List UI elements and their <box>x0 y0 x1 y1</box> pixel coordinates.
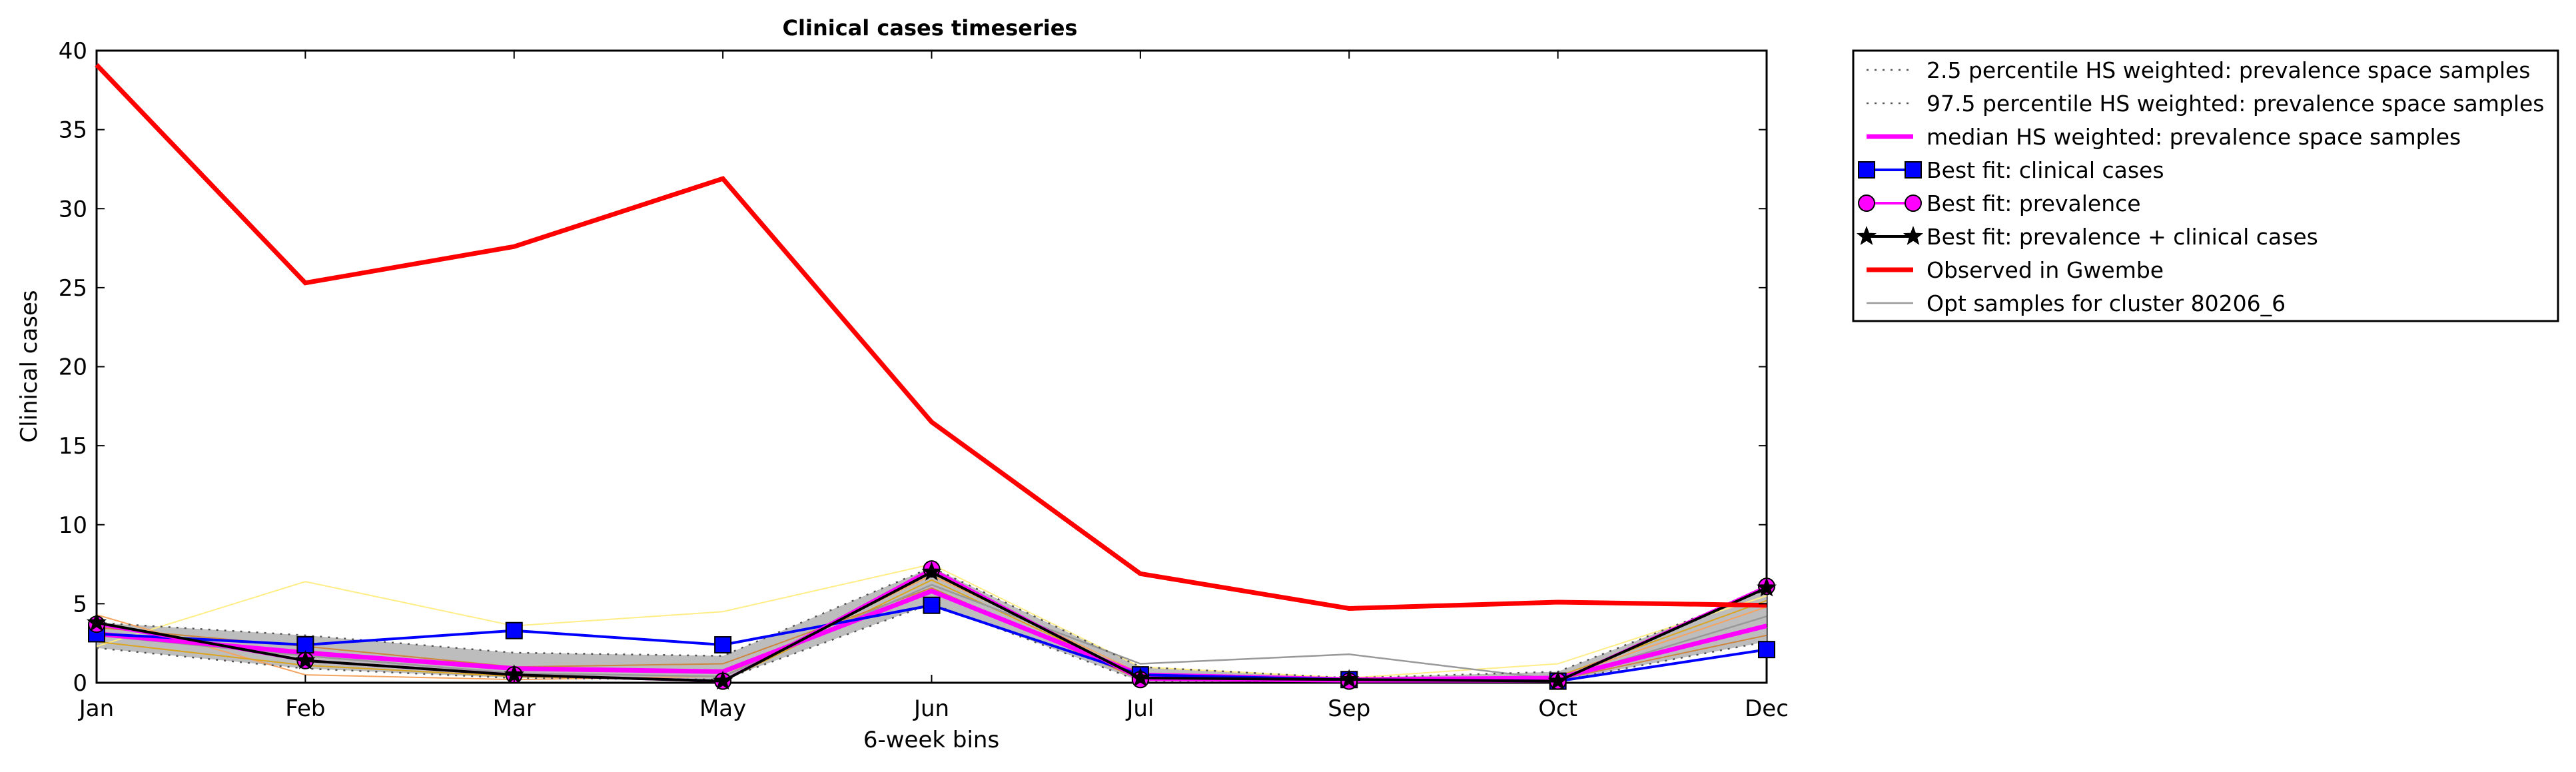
x-tick-label: Sep <box>1328 695 1370 722</box>
x-axis: Jan Feb Mar May Jun Jul Sep Oct Dec <box>78 51 1789 722</box>
data-point <box>1903 226 1924 245</box>
series-line <box>95 63 1767 611</box>
series-7 <box>96 583 1767 681</box>
data-point <box>1756 577 1777 597</box>
legend-entry: 2.5 percentile HS weighted: prevalence s… <box>1867 57 2531 83</box>
legend-label: 97.5 percentile HS weighted: prevalence … <box>1927 91 2545 117</box>
data-point <box>923 596 941 614</box>
legend-frame <box>1852 49 2559 322</box>
data-point <box>1905 194 1922 212</box>
data-point <box>295 649 316 669</box>
x-tick-label: May <box>699 695 746 722</box>
x-tick-label: Jun <box>913 695 949 722</box>
legend-entry: 97.5 percentile HS weighted: prevalence … <box>1867 91 2545 117</box>
series-6 <box>95 63 1767 611</box>
legend-label: Best fit: prevalence <box>1927 191 2141 216</box>
x-tick-label: Feb <box>285 695 325 722</box>
x-axis-label: 6-week bins <box>863 727 999 753</box>
y-tick-label: 15 <box>59 433 87 460</box>
legend-label: Best fit: prevalence + clinical cases <box>1927 224 2318 250</box>
data-point <box>86 612 107 631</box>
y-tick-label: 20 <box>59 354 87 381</box>
y-axis-label: Clinical cases <box>16 290 43 442</box>
data-point <box>1905 161 1922 179</box>
data-point <box>1856 226 1877 245</box>
legend-label: Observed in Gwembe <box>1927 257 2164 283</box>
legend-label: Best fit: clinical cases <box>1927 157 2164 183</box>
percentile-band-fill <box>97 567 1767 681</box>
x-tick-label: Mar <box>493 695 536 722</box>
series-layer <box>86 63 1777 690</box>
x-tick-label: Jan <box>78 695 114 722</box>
legend-label: Opt samples for cluster 80206_6 <box>1927 290 2286 316</box>
x-tick-label: Jul <box>1125 695 1154 722</box>
y-tick-label: 10 <box>59 512 87 539</box>
legend-entry: Observed in Gwembe <box>1867 257 2164 283</box>
legend: 2.5 percentile HS weighted: prevalence s… <box>1852 49 2559 322</box>
y-tick-label: 40 <box>59 38 87 65</box>
chart-title: Clinical cases timeseries <box>783 15 1078 41</box>
data-point <box>1858 161 1875 179</box>
plot-area <box>86 49 1777 690</box>
data-point <box>714 636 732 654</box>
data-point <box>1858 194 1875 212</box>
y-tick-label: 30 <box>59 196 87 222</box>
legend-entry: Opt samples for cluster 80206_6 <box>1867 290 2286 316</box>
legend-entry: Best fit: prevalence <box>1858 191 2141 216</box>
y-axis: 0 5 10 15 20 25 30 35 40 <box>59 38 1767 697</box>
legend-entry: Best fit: clinical cases <box>1858 157 2164 183</box>
data-point <box>505 621 523 639</box>
data-point <box>1758 641 1775 659</box>
series-line <box>96 583 1767 681</box>
x-tick-label: Oct <box>1538 695 1577 722</box>
series-2 <box>96 588 1767 682</box>
data-point <box>921 562 942 581</box>
legend-label: 2.5 percentile HS weighted: prevalence s… <box>1927 57 2531 83</box>
y-tick-label: 5 <box>73 591 87 617</box>
x-tick-label: Dec <box>1745 695 1789 722</box>
legend-label: median HS weighted: prevalence space sam… <box>1927 124 2461 150</box>
y-tick-label: 25 <box>59 275 87 302</box>
legend-entry: median HS weighted: prevalence space sam… <box>1867 124 2461 150</box>
y-tick-label: 0 <box>73 670 87 697</box>
percentile-band <box>97 567 1767 681</box>
y-tick-label: 35 <box>59 117 87 144</box>
legend-entry: Best fit: prevalence + clinical cases <box>1856 224 2318 250</box>
series-line <box>96 588 1767 682</box>
